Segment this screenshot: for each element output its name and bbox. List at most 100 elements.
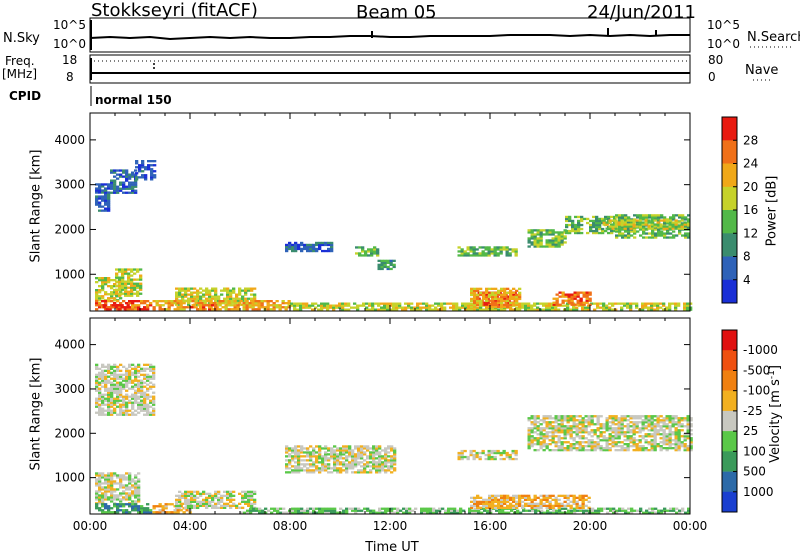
echo-cell bbox=[463, 254, 467, 257]
echo-cell bbox=[662, 437, 666, 440]
echo-cell bbox=[288, 243, 292, 247]
echo-cell bbox=[110, 484, 114, 487]
echo-cell bbox=[318, 447, 322, 450]
echo-cell bbox=[330, 471, 334, 474]
echo-cell bbox=[309, 445, 313, 448]
echo-cell bbox=[324, 469, 328, 472]
echo-cell bbox=[503, 289, 507, 292]
echo-cell bbox=[224, 308, 228, 311]
echo-cell bbox=[208, 502, 212, 505]
echo-cell bbox=[671, 221, 675, 224]
echo-cell bbox=[487, 455, 491, 459]
echo-cell bbox=[515, 504, 519, 507]
echo-cell bbox=[665, 433, 669, 436]
echo-cell bbox=[178, 293, 182, 296]
echo-cell bbox=[257, 308, 261, 311]
echo-cell bbox=[125, 492, 129, 495]
echo-cell bbox=[251, 308, 255, 311]
echo-cell bbox=[638, 221, 642, 224]
echo-cell bbox=[104, 377, 108, 380]
echo-cell bbox=[250, 498, 254, 501]
echo-cell bbox=[144, 178, 148, 181]
echo-cell bbox=[306, 449, 310, 452]
echo-cell bbox=[536, 306, 540, 309]
echo-cell bbox=[113, 181, 117, 184]
echo-cell bbox=[110, 478, 114, 481]
echo-cell bbox=[569, 445, 573, 448]
echo-cell bbox=[107, 201, 111, 204]
echo-cell bbox=[336, 461, 340, 464]
echo-cell bbox=[546, 509, 550, 512]
echo-cell bbox=[378, 461, 382, 464]
echo-cell bbox=[122, 505, 126, 508]
echo-cell bbox=[354, 507, 358, 510]
colorbar-segment bbox=[722, 210, 737, 234]
echo-cell bbox=[530, 445, 534, 448]
echo-cell bbox=[137, 306, 141, 309]
echo-cell bbox=[367, 248, 371, 251]
echo-cell bbox=[475, 451, 479, 455]
echo-cell bbox=[111, 304, 115, 307]
echo-cell bbox=[527, 447, 531, 450]
echo-cell bbox=[674, 435, 678, 438]
echo-cell bbox=[644, 227, 648, 230]
echo-cell bbox=[683, 449, 687, 452]
echo-cell bbox=[656, 419, 660, 422]
echo-cell bbox=[146, 304, 150, 307]
echo-cell bbox=[336, 455, 340, 458]
echo-cell bbox=[551, 494, 555, 497]
echo-cell bbox=[181, 494, 185, 497]
echo-cell bbox=[149, 369, 153, 372]
echo-cell bbox=[294, 249, 298, 253]
echo-cell bbox=[131, 403, 135, 406]
echo-cell bbox=[116, 395, 120, 398]
echo-cell bbox=[387, 455, 391, 458]
echo-cell bbox=[536, 506, 540, 509]
echo-cell bbox=[127, 268, 131, 271]
echo-cell bbox=[551, 231, 555, 234]
echo-cell bbox=[293, 306, 297, 309]
echo-cell bbox=[311, 304, 315, 307]
echo-cell bbox=[113, 285, 117, 288]
echo-cell bbox=[116, 373, 120, 376]
echo-cell bbox=[678, 216, 682, 219]
echo-cell bbox=[302, 302, 306, 305]
echo-cell bbox=[469, 254, 473, 257]
echo-cell bbox=[605, 421, 609, 424]
echo-cell bbox=[470, 302, 474, 305]
echo-cell bbox=[425, 308, 429, 311]
echo-cell bbox=[115, 276, 119, 279]
echo-cell bbox=[654, 507, 658, 510]
echo-cell bbox=[576, 291, 580, 294]
echo-cell bbox=[539, 241, 543, 244]
echo-cell bbox=[384, 447, 388, 450]
echo-cell bbox=[605, 439, 609, 442]
echo-cell bbox=[101, 496, 105, 499]
echo-cell bbox=[235, 506, 239, 509]
echo-cell bbox=[605, 423, 609, 426]
echo-cell bbox=[662, 419, 666, 422]
echo-cell bbox=[575, 429, 579, 432]
echo-cell bbox=[95, 492, 99, 495]
echo-cell bbox=[306, 243, 310, 247]
echo-cell bbox=[146, 403, 150, 406]
echo-cell bbox=[170, 302, 174, 305]
echo-cell bbox=[140, 385, 144, 388]
echo-cell bbox=[372, 461, 376, 464]
echo-cell bbox=[137, 411, 141, 414]
echo-cell bbox=[104, 365, 108, 368]
echo-cell bbox=[617, 221, 621, 224]
echo-cell bbox=[119, 482, 123, 485]
echo-cell bbox=[512, 504, 516, 507]
echo-cell bbox=[438, 507, 442, 510]
echo-cell bbox=[632, 449, 636, 452]
echo-cell bbox=[370, 248, 374, 251]
echo-cell bbox=[107, 293, 111, 296]
echo-cell bbox=[235, 295, 239, 298]
echo-cell bbox=[339, 453, 343, 456]
echo-cell bbox=[238, 502, 242, 505]
echo-cell bbox=[542, 429, 546, 432]
echo-cell bbox=[152, 308, 156, 311]
echo-cell bbox=[566, 427, 570, 430]
echo-cell bbox=[122, 379, 126, 382]
